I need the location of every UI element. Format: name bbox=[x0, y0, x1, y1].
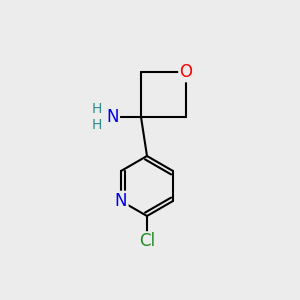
Text: H: H bbox=[92, 102, 102, 116]
Text: H: H bbox=[92, 118, 102, 132]
Text: N: N bbox=[115, 192, 127, 210]
Text: N: N bbox=[106, 108, 119, 126]
Text: O: O bbox=[179, 63, 193, 81]
Text: Cl: Cl bbox=[139, 232, 155, 250]
